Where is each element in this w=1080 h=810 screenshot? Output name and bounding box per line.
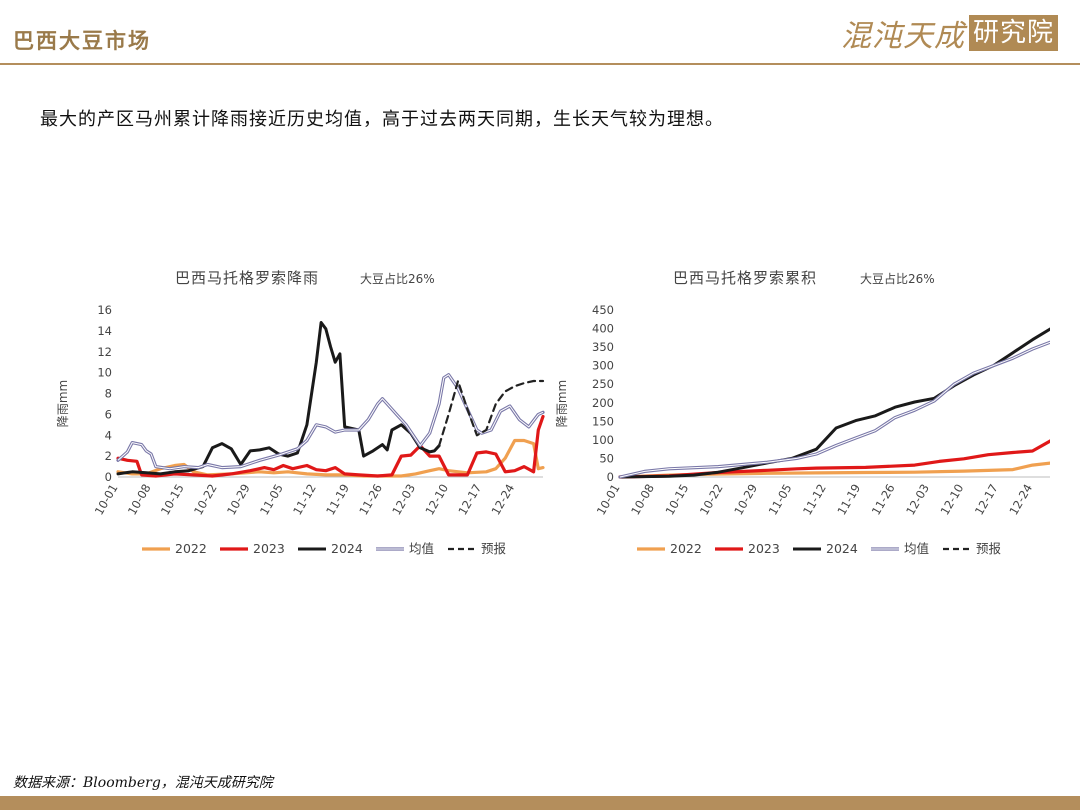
x-tick-label: 10-08 [125, 482, 154, 518]
brand-logo: 混沌天成 研究院 [841, 12, 1058, 54]
chart-subtitle: 大豆占比26% [860, 271, 935, 286]
y-axis-label: 降雨mm [56, 380, 70, 427]
series-line-3-highlight [619, 341, 1050, 478]
y-tick-label: 12 [97, 345, 112, 359]
x-tick-label: 10-01 [92, 482, 121, 518]
chart-title: 巴西马托格罗索累积 [673, 269, 817, 287]
legend-label: 2024 [331, 541, 363, 556]
y-tick-label: 350 [592, 340, 614, 354]
x-tick-label: 10-22 [697, 482, 726, 518]
header-divider [0, 63, 1080, 65]
x-tick-label: 10-15 [663, 482, 692, 518]
x-tick-label: 10-22 [191, 482, 220, 518]
x-tick-label: 12-24 [1006, 482, 1035, 518]
chart-title: 巴西马托格罗索降雨 [175, 269, 319, 287]
y-tick-label: 450 [592, 303, 614, 317]
x-tick-label: 10-08 [628, 482, 657, 518]
legend-label: 均值 [904, 541, 929, 556]
y-tick-label: 200 [592, 396, 614, 410]
legend-label: 2023 [748, 541, 780, 556]
x-tick-label: 10-15 [158, 482, 187, 518]
y-tick-label: 150 [592, 414, 614, 428]
y-tick-label: 8 [105, 387, 112, 401]
x-tick-label: 11-12 [290, 482, 319, 518]
header: 巴西大豆市场 混沌天成 研究院 [0, 0, 1080, 65]
x-tick-label: 12-24 [488, 482, 517, 518]
legend-label: 2024 [826, 541, 858, 556]
x-tick-label: 12-17 [455, 482, 484, 518]
series-line-3 [116, 373, 545, 471]
x-tick-label: 12-03 [389, 482, 418, 518]
x-tick-label: 11-05 [766, 482, 795, 518]
x-tick-label: 11-19 [834, 482, 863, 518]
x-tick-label: 12-03 [903, 482, 932, 518]
x-tick-label: 11-26 [869, 482, 898, 518]
x-tick-label: 12-17 [972, 482, 1001, 518]
series-line-3-highlight [117, 374, 544, 470]
y-tick-label: 0 [607, 470, 614, 484]
series-line-1 [116, 414, 545, 478]
legend-label: 预报 [976, 541, 1002, 556]
legend-label: 2023 [253, 541, 285, 556]
y-tick-label: 250 [592, 377, 614, 391]
x-tick-label: 10-29 [224, 482, 253, 518]
x-tick-label: 12-10 [938, 482, 967, 518]
y-tick-label: 300 [592, 359, 614, 373]
legend-label: 2022 [670, 541, 702, 556]
logo-text: 混沌天成 [840, 19, 965, 54]
x-tick-label: 11-26 [356, 482, 385, 518]
chart-subtitle: 大豆占比26% [360, 271, 435, 286]
y-tick-label: 400 [592, 322, 614, 336]
footer-bar [0, 796, 1080, 810]
x-tick-label: 11-12 [800, 482, 829, 518]
series-line-2 [116, 321, 441, 476]
x-tick-label: 10-29 [731, 482, 760, 518]
legend-label: 预报 [481, 541, 507, 556]
source-note: 数据来源：Bloomberg，混沌天成研究院 [13, 775, 273, 791]
x-tick-label: 10-01 [594, 482, 623, 518]
headline-text: 最大的产区马州累计降雨接近历史均值，高于过去两天同期，生长天气较为理想。 [40, 109, 724, 130]
y-tick-label: 6 [105, 407, 112, 421]
x-tick-label: 11-05 [257, 482, 286, 518]
y-tick-label: 4 [105, 428, 112, 442]
y-tick-label: 0 [105, 470, 112, 484]
y-tick-label: 10 [97, 366, 112, 380]
legend-label: 均值 [409, 541, 434, 556]
y-tick-label: 2 [105, 449, 112, 463]
legend-label: 2022 [175, 541, 207, 556]
y-axis-label: 降雨mm [555, 380, 569, 427]
page-title: 巴西大豆市场 [13, 28, 151, 53]
x-tick-label: 11-19 [323, 482, 352, 518]
rainfall-cumulative-chart: 巴西马托格罗索累积 大豆占比26% 0 50 100 150 200 250 300 350 400… [555, 269, 1050, 556]
x-tick-label: 12-10 [422, 482, 451, 518]
y-tick-label: 50 [599, 451, 614, 465]
logo-seal: 研究院 [968, 15, 1058, 51]
y-tick-label: 14 [97, 324, 112, 338]
series-line-1 [618, 439, 1050, 479]
y-tick-label: 100 [592, 433, 614, 447]
y-tick-label: 16 [97, 303, 112, 317]
series-line-4 [438, 379, 545, 447]
